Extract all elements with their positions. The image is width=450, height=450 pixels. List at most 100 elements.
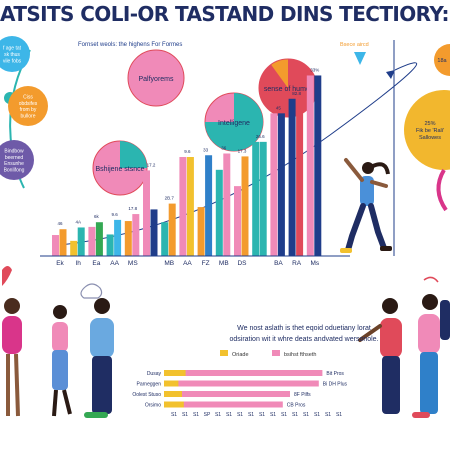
down-arrow-icon [354,52,366,65]
legend-label-2: bsihst fthseth [284,352,316,358]
heart-icon [2,266,12,286]
pie-bubble: Palfyorems [127,49,185,107]
bar [95,222,103,256]
bottom-legend: Oriade bsihst fthseth [220,350,316,358]
bar [59,229,67,256]
people-group-right [358,276,450,418]
left-bubble-3 [0,140,34,180]
bar [132,214,140,256]
bar-value-label: 9.6 [184,149,191,154]
x-tick-label: Ih [75,260,81,267]
hbar-x-tick: S1 [215,412,221,418]
left-bubble-text: sk thus [4,52,20,58]
legend-swatch-2 [272,350,280,356]
chart-subtitle: Fornset weols: the highens For Formes [78,42,182,48]
hbar [164,391,182,397]
bar [296,98,304,256]
bar [52,235,59,256]
right-bubble-1 [434,44,450,76]
right-bubble-group: 18a 25%Fik be 'Rali'Sallowes [404,44,450,212]
x-tick-label: Ms [310,260,319,267]
bar [70,240,78,256]
x-tick-label: Ek [56,260,64,267]
x-tick-label: MB [164,260,174,267]
hbar-x-tick: S1 [193,412,199,418]
bottom-heading-line2: odsiration wit it whre deats andvated we… [229,336,378,343]
bar [205,155,213,256]
left-bubble-text: obdsifes [19,101,38,107]
bottom-bar-chart: Dusay Bit Pros Parneggen Bi DH Plus Oolest S… [132,370,347,409]
hbar-x-tick: S1 [325,412,331,418]
climbing-person-illustration [340,158,392,253]
legend-swatch-1 [220,350,228,356]
hbar-x-tick: S1 [336,412,342,418]
bottom-x-ticks: S1 S1 S1 SP S1 S1 S1 S1 S1 S1 S1 S1 S1 S1 S1 S1 [171,412,342,418]
people-group-left [2,266,114,418]
bar [150,209,158,256]
hbar-x-tick: S1 [226,412,232,418]
pie-bubble-label: sense of humer [264,86,313,93]
hbar-x-tick: S1 [292,412,298,418]
pie-bubbles: Palfyorems sense of humer Intelligene Bshij… [92,49,318,196]
hbar [164,380,319,387]
x-tick-label: AA [183,260,192,267]
left-bubble-text: Bonlifong [4,168,25,174]
left-bubble-text: Ciss [23,94,33,100]
x-tick-label: DS [237,260,247,267]
bar-value-label: 6k [94,214,100,219]
left-bubble-text: from by [20,107,37,113]
pie-bubble-label: Palfyorems [138,76,174,83]
hbar-category-label: Oolest Stuso [132,392,161,398]
hbar [164,401,184,408]
trend-arrowhead [386,70,395,79]
hbar-x-tick: S1 [171,412,177,418]
page-title: ATSITS COLI-OR TASTAND DINS TECTIORY: TO… [0,2,450,26]
left-bubble-2 [8,86,48,126]
pie-slice [205,93,263,151]
left-bubble-text: vile fobs [3,58,22,64]
hbar-x-tick: S1 [237,412,243,418]
hbar [164,391,290,397]
bar-value-label: 36 [221,146,227,151]
hbar [164,370,186,376]
x-tick-label: RA [292,260,302,267]
bar [259,141,267,256]
bar-value-label: 45 [276,105,282,110]
right-bubble-text: Fik be 'Rali' [416,128,444,134]
bar-value-label: 17.2 [147,162,156,167]
left-bubble-text: beerned [5,155,24,161]
main-bar-chart: 46 Ek 4A Ih 6k Ea 9.6 AA 17.8 MS 17.2 2B.7 MB 9.6 AA 33… [52,67,322,267]
pie-slice [120,141,147,168]
hbar [164,370,323,376]
x-tick-label: MS [128,260,138,267]
left-bubble-text: bullore [20,114,35,120]
right-bubble-text: 25% [424,121,435,127]
hbar-x-tick: SP [204,412,211,418]
bar [197,207,205,256]
left-bubble-text: Bindbow [4,148,24,154]
pie-bubble: Bshijene stsnce [92,140,148,196]
x-tick-label: AA [110,260,119,267]
bar-value-label: 4A [75,219,81,224]
bar [234,186,241,256]
right-bubble-text: Sallowes [419,135,441,141]
bar [252,141,260,256]
bar [277,113,285,256]
x-tick-label: Ea [92,260,100,267]
bar [186,157,194,256]
hbar-x-tick: S1 [270,412,276,418]
hbar-x-tick: S1 [248,412,254,418]
bar-value-label: 46 [57,221,63,226]
pie-bubble: Intelligene [204,92,264,152]
bar-value-label: 82.8 [292,91,301,96]
hbar-value-label: Bi DH Plus [323,382,348,388]
x-tick-label: BA [274,260,283,267]
bar [288,98,296,256]
bar [179,157,187,256]
hbar-x-tick: S1 [314,412,320,418]
hbar-category-label: Dusay [147,371,162,377]
bar-value-label: 33 [203,147,209,152]
bar [77,227,85,256]
decor-curve [436,168,448,212]
pie-bubble-label: Intelligene [218,120,250,127]
